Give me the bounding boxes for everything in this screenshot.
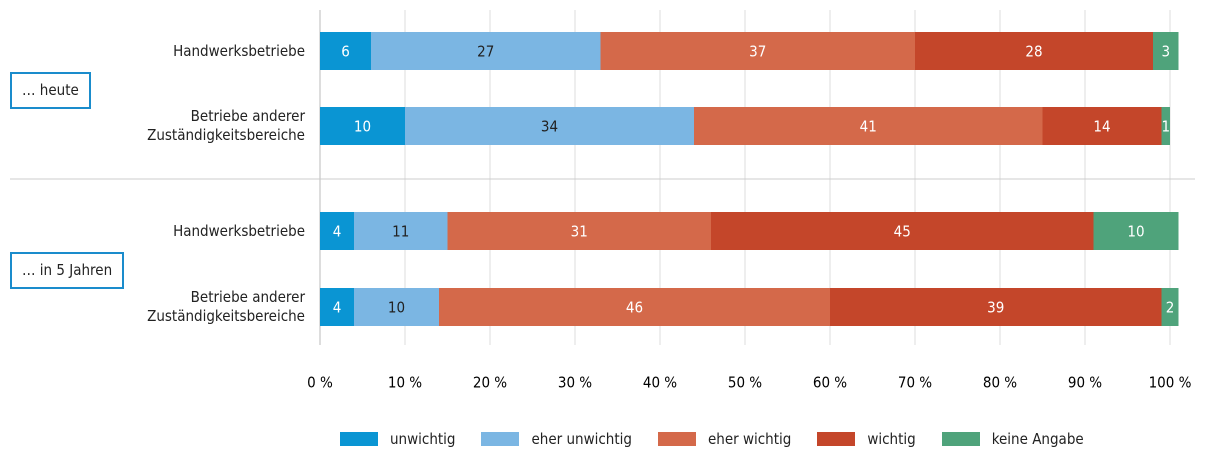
x-tick-label: 10 % (388, 374, 422, 392)
legend-label: eher unwichtig (531, 430, 632, 448)
category-label: Betriebe anderer Zuständigkeitsbereiche (147, 288, 305, 325)
data-label: 4 (333, 223, 342, 241)
legend-item: wichtig (817, 430, 916, 448)
legend-label: keine Angabe (991, 430, 1084, 448)
legend-item: eher unwichtig (481, 430, 632, 448)
category-label: Handwerksbetriebe (173, 41, 305, 60)
bar-segment (320, 212, 354, 250)
x-tick-label: 0 % (307, 374, 333, 392)
bar-segment (915, 32, 1153, 70)
bar-segment (1161, 288, 1179, 326)
data-label: 37 (749, 43, 766, 61)
x-tick-label: 70 % (898, 374, 932, 392)
bar-segment (320, 32, 371, 70)
bar-segment (447, 212, 711, 250)
category-label: Handwerksbetriebe (173, 221, 305, 240)
data-label: 14 (1093, 118, 1110, 136)
bar-segment (320, 107, 405, 145)
legend-swatch (657, 432, 696, 446)
bar-segment (354, 212, 448, 250)
data-label: 10 (354, 118, 371, 136)
legend-label: unwichtig (390, 430, 456, 448)
x-tick-label: 90 % (1068, 374, 1102, 392)
legend-item: keine Angabe (941, 430, 1084, 448)
data-label: 4 (333, 299, 342, 317)
bar-segment (694, 107, 1043, 145)
x-tick-label: 60 % (813, 374, 847, 392)
bar-segment (1093, 212, 1179, 250)
bar-segment (354, 288, 439, 326)
group-label: … heute (10, 72, 91, 109)
x-tick-label: 50 % (728, 374, 762, 392)
bar-segment (600, 32, 915, 70)
legend-label: wichtig (867, 430, 916, 448)
bar-segment (1153, 32, 1179, 70)
bar-segment (830, 288, 1162, 326)
data-label: 10 (1127, 223, 1144, 241)
data-label: 10 (388, 299, 405, 317)
bar-segment (320, 288, 354, 326)
data-label: 31 (571, 223, 588, 241)
x-tick-label: 20 % (473, 374, 507, 392)
data-label: 34 (541, 118, 558, 136)
x-tick-label: 100 % (1149, 374, 1192, 392)
legend-item: eher wichtig (657, 430, 792, 448)
data-label: 1 (1161, 118, 1170, 136)
legend: unwichtig eher unwichtig eher wichtig wicht… (340, 430, 1084, 448)
legend-swatch (340, 432, 378, 446)
legend-swatch (817, 432, 856, 446)
legend-label: eher wichtig (707, 430, 792, 448)
data-label: 3 (1161, 43, 1170, 61)
bar-segment (405, 107, 694, 145)
data-label: 41 (860, 118, 877, 136)
x-tick-label: 80 % (983, 374, 1017, 392)
x-tick-label: 30 % (558, 374, 592, 392)
data-label: 2 (1166, 299, 1175, 317)
data-label: 39 (987, 299, 1004, 317)
data-label: 28 (1025, 43, 1042, 61)
bar-segment (1161, 107, 1170, 145)
data-label: 6 (341, 43, 350, 61)
data-label: 27 (477, 43, 494, 61)
bar-segment (439, 288, 830, 326)
x-tick-label: 40 % (643, 374, 677, 392)
data-label: 11 (392, 223, 409, 241)
legend-item: unwichtig (340, 430, 455, 448)
category-label: Betriebe anderer Zuständigkeitsbereiche (147, 107, 305, 144)
legend-swatch (481, 432, 520, 446)
data-label: 46 (626, 299, 643, 317)
legend-swatch (941, 432, 980, 446)
bar-segment (371, 32, 601, 70)
group-label: … in 5 Jahren (10, 252, 125, 289)
bar-segment (1042, 107, 1162, 145)
data-label: 45 (894, 223, 911, 241)
bar-segment (711, 212, 1094, 250)
